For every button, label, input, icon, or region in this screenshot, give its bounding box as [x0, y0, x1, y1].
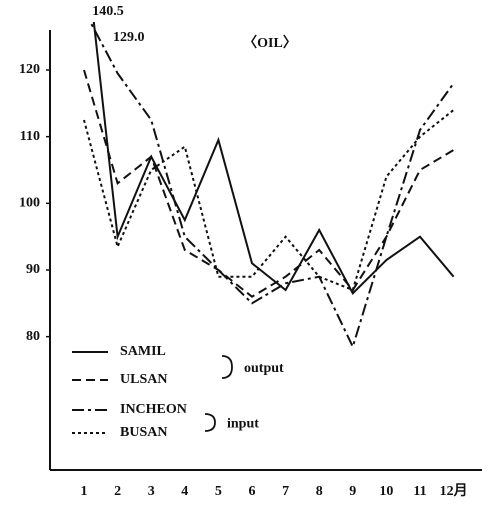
series-line [89, 22, 455, 350]
x-tick-label: 5 [215, 484, 222, 499]
x-tick-label: 9 [349, 484, 356, 499]
annotation: 129.0 [113, 30, 145, 45]
series-line [83, 69, 455, 298]
legend-label: ULSAN [120, 372, 167, 387]
x-tick-label: 12月 [440, 483, 468, 499]
chart-title: 〈OIL〉 [243, 35, 297, 51]
x-tick-label: 6 [249, 484, 256, 499]
plot-area [83, 22, 455, 350]
y-tick-label: 100 [19, 196, 40, 211]
x-tick-label: 7 [282, 484, 289, 499]
y-tick-label: 90 [26, 262, 40, 277]
x-tick-label: 11 [413, 484, 426, 499]
x-tick-label: 2 [114, 484, 121, 499]
legend-group-label: output [244, 361, 284, 376]
y-tick-label: 120 [19, 62, 40, 77]
x-tick-label: 4 [181, 484, 188, 499]
legend-label: BUSAN [120, 425, 167, 440]
x-tick-label: 10 [379, 484, 393, 499]
legend-label: SAMIL [120, 344, 166, 359]
series-line [83, 109, 455, 292]
series-line [92, 22, 455, 295]
y-tick-label: 80 [26, 329, 40, 344]
legend-label: INCHEON [120, 402, 187, 417]
x-tick-label: 3 [148, 484, 155, 499]
annotation: 140.5 [92, 4, 124, 19]
legend-brace [221, 355, 233, 379]
x-tick-label: 1 [81, 484, 88, 499]
legend-group-label: input [227, 417, 259, 432]
y-tick-label: 110 [20, 129, 40, 144]
legend-brace [204, 413, 216, 432]
x-tick-label: 8 [316, 484, 323, 499]
